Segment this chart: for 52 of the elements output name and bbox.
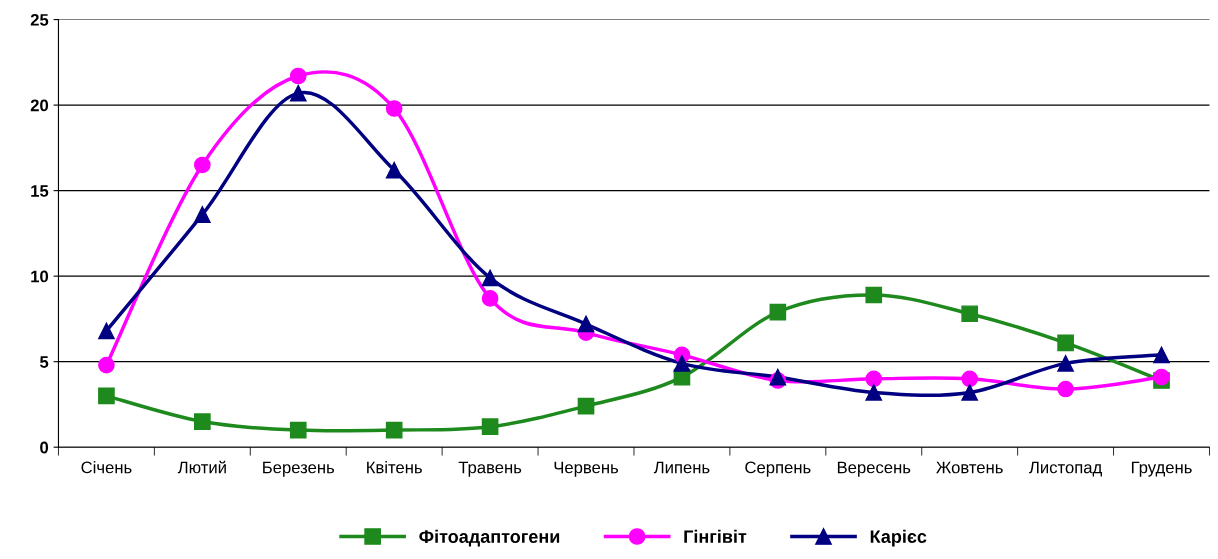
point	[865, 384, 883, 401]
x-tick-label: Червень	[554, 461, 619, 477]
y-tick-label: 10	[31, 270, 49, 283]
point	[1153, 368, 1170, 386]
y-tick-label: 0	[40, 441, 49, 454]
x-tick-label: Серпень	[745, 461, 811, 477]
point	[1057, 380, 1074, 398]
x-tick-label: Грудень	[1131, 461, 1192, 477]
legend-label: Гінгівіт	[684, 529, 747, 543]
x-tick-label: Жовтень	[936, 461, 1003, 474]
point	[577, 315, 595, 333]
x-tick-label: Листопад	[1029, 461, 1102, 477]
point	[673, 355, 691, 372]
point	[769, 368, 787, 386]
point	[961, 370, 979, 388]
point	[289, 67, 307, 85]
y-tick-label: 5	[39, 356, 49, 368]
legend-label: Карієс	[870, 529, 927, 547]
x-tick-label: Лютий	[177, 460, 226, 474]
point	[98, 356, 115, 374]
point	[961, 305, 979, 323]
point	[865, 286, 883, 304]
point	[1057, 334, 1074, 352]
y-tick-label: 15	[31, 185, 49, 197]
x-tick-label: Липень	[653, 461, 710, 474]
x-tick-label: Січень	[81, 461, 132, 474]
x-tick-label: Квітень	[367, 461, 422, 474]
point	[769, 303, 787, 321]
point	[289, 84, 307, 102]
point	[481, 269, 499, 287]
point	[481, 418, 499, 436]
y-tick-label: 20	[30, 99, 49, 112]
point	[577, 397, 595, 415]
point	[194, 413, 211, 430]
point	[194, 206, 211, 223]
point	[1057, 355, 1074, 372]
point	[98, 387, 115, 405]
point	[98, 322, 115, 340]
x-tick-label: Березень	[263, 461, 335, 477]
point	[865, 370, 883, 388]
point	[481, 290, 499, 307]
point	[961, 384, 979, 401]
x-tick-label: Вересень	[837, 461, 911, 477]
point	[289, 421, 307, 439]
point	[1153, 346, 1170, 364]
x-tick-label: Травень	[458, 461, 522, 477]
point	[385, 100, 403, 117]
point	[385, 421, 403, 439]
legend-label: Фітоадаптогени	[419, 529, 560, 547]
point	[385, 161, 403, 179]
y-tick-label: 25	[30, 13, 49, 26]
point	[194, 156, 211, 174]
